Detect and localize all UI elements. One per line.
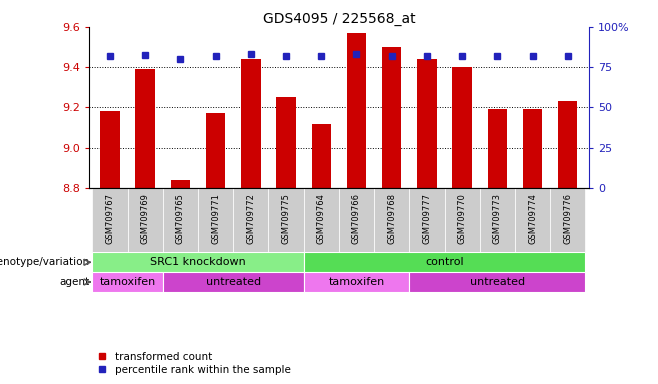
Bar xyxy=(136,69,155,188)
Bar xyxy=(92,252,303,272)
Bar xyxy=(268,188,303,252)
Bar xyxy=(523,109,542,188)
Bar xyxy=(233,188,268,252)
Bar xyxy=(374,188,409,252)
Bar xyxy=(382,47,401,188)
Bar xyxy=(303,252,586,272)
Text: GSM709774: GSM709774 xyxy=(528,193,537,244)
Bar xyxy=(347,33,366,188)
Text: GSM709777: GSM709777 xyxy=(422,193,432,244)
Text: untreated: untreated xyxy=(470,277,525,287)
Bar xyxy=(339,188,374,252)
Bar xyxy=(417,59,437,188)
Bar xyxy=(409,188,445,252)
Bar xyxy=(92,188,128,252)
Bar xyxy=(198,188,233,252)
Bar xyxy=(303,188,339,252)
Bar xyxy=(303,272,409,292)
Bar xyxy=(488,109,507,188)
Bar xyxy=(558,101,578,188)
Text: GSM709766: GSM709766 xyxy=(352,193,361,244)
Text: genotype/variation: genotype/variation xyxy=(0,257,89,267)
Bar xyxy=(550,188,586,252)
Title: GDS4095 / 225568_at: GDS4095 / 225568_at xyxy=(263,12,415,26)
Text: GSM709768: GSM709768 xyxy=(387,193,396,244)
Text: SRC1 knockdown: SRC1 knockdown xyxy=(150,257,246,267)
Text: control: control xyxy=(425,257,464,267)
Text: GSM709765: GSM709765 xyxy=(176,193,185,244)
Text: GSM709775: GSM709775 xyxy=(282,193,291,244)
Text: GSM709773: GSM709773 xyxy=(493,193,502,244)
Text: GSM709771: GSM709771 xyxy=(211,193,220,244)
Text: GSM709767: GSM709767 xyxy=(105,193,114,244)
Text: GSM709769: GSM709769 xyxy=(141,193,149,244)
Bar xyxy=(480,188,515,252)
Bar xyxy=(445,188,480,252)
Text: untreated: untreated xyxy=(206,277,261,287)
Text: GSM709770: GSM709770 xyxy=(457,193,467,244)
Text: tamoxifen: tamoxifen xyxy=(99,277,156,287)
Text: GSM709764: GSM709764 xyxy=(316,193,326,244)
Bar xyxy=(100,111,120,188)
Bar xyxy=(128,188,163,252)
Bar xyxy=(409,272,586,292)
Text: tamoxifen: tamoxifen xyxy=(328,277,385,287)
Bar xyxy=(276,98,295,188)
Text: agent: agent xyxy=(59,277,89,287)
Bar xyxy=(92,272,163,292)
Text: GSM709772: GSM709772 xyxy=(246,193,255,244)
Bar xyxy=(163,272,303,292)
Bar xyxy=(241,59,261,188)
Bar xyxy=(312,124,331,188)
Bar xyxy=(453,67,472,188)
Bar xyxy=(163,188,198,252)
Bar xyxy=(206,114,225,188)
Bar xyxy=(515,188,550,252)
Legend: transformed count, percentile rank within the sample: transformed count, percentile rank withi… xyxy=(94,348,295,379)
Text: GSM709776: GSM709776 xyxy=(563,193,572,244)
Bar xyxy=(170,180,190,188)
